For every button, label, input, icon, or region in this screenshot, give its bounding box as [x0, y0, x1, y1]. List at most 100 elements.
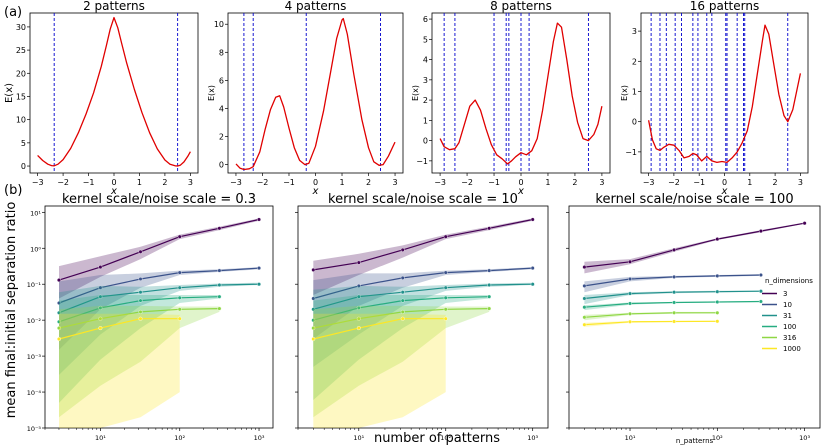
data-point-3	[715, 237, 720, 242]
x-tick-label: −3	[32, 178, 44, 187]
data-point-1000	[98, 326, 103, 331]
chart-title: kernel scale/noise scale = 0.3	[62, 192, 256, 207]
data-point-10	[177, 270, 182, 275]
x-tick-label: 2	[162, 178, 167, 187]
data-point-3	[57, 278, 62, 283]
series-line-1000	[584, 320, 718, 326]
legend-title: n_dimensions	[765, 277, 813, 285]
y-tick-label: −1	[416, 157, 428, 166]
y-tick-label: −1	[625, 148, 637, 157]
data-point-100	[98, 305, 103, 310]
y-tick-label: 2	[632, 57, 637, 66]
series-band-316	[313, 305, 490, 418]
y-tick-label: 0	[21, 162, 26, 171]
plot-frame	[568, 205, 821, 429]
data-point-3	[530, 217, 535, 222]
chart-title: 8 patterns	[490, 0, 552, 13]
data-point-316	[356, 316, 361, 321]
data-point-1000	[311, 337, 316, 342]
shared-xlabel: number of patterns	[374, 431, 500, 446]
x-tick-label: 1	[339, 178, 344, 187]
x-tick-label: 10²	[174, 434, 185, 442]
data-point-10	[715, 273, 720, 278]
x-tick-label: 10¹	[353, 434, 364, 442]
data-point-316	[311, 326, 316, 331]
y-tick-label: 0	[219, 161, 224, 170]
legend-label-100: 100	[783, 323, 796, 331]
chart-a3: 8 patterns −3 −2 −1 0 1 2 3 −1 0 1 2 3 4 5 6 x E(x)	[411, 0, 611, 197]
x-axis-label: n_patterns	[676, 437, 714, 445]
series-band-3	[584, 222, 805, 274]
data-point-3	[217, 226, 222, 231]
plot-frame	[227, 12, 404, 174]
x-tick-label: −1	[693, 178, 705, 187]
x-tick-label: −1	[83, 178, 95, 187]
data-point-31	[582, 296, 587, 301]
data-point-31	[487, 283, 492, 288]
series-band-100	[59, 295, 220, 403]
legend-label-1000: 1000	[783, 345, 801, 353]
energy-curve	[647, 24, 802, 164]
legend-label-10: 10	[783, 301, 792, 309]
data-point-3	[356, 260, 361, 265]
data-point-10	[311, 296, 316, 301]
x-tick-label: 1	[545, 178, 550, 187]
data-point-1000	[582, 322, 587, 327]
data-point-316	[217, 306, 222, 311]
data-point-31	[628, 291, 633, 296]
chart-a2: 4 patterns −3 −2 −1 0 1 2 3 0 2 4 6 8 10 x E(x)	[207, 0, 404, 197]
data-point-31	[443, 285, 448, 290]
data-point-1000	[443, 316, 448, 321]
data-point-31	[217, 283, 222, 288]
y-tick-label: 2	[219, 133, 224, 142]
y-tick-label: 10¹	[30, 209, 41, 217]
data-point-3	[311, 267, 316, 272]
data-point-1000	[628, 319, 633, 324]
y-tick-label: 20	[16, 69, 26, 78]
data-point-31	[257, 282, 262, 287]
series-line-316	[584, 312, 718, 318]
data-point-316	[400, 309, 405, 314]
data-point-100	[443, 295, 448, 300]
y-tick-label: 3	[423, 76, 428, 85]
y-axis-label: E(x)	[207, 85, 216, 101]
data-point-3	[138, 249, 143, 254]
x-tick-label: 0	[111, 178, 116, 187]
data-point-10	[98, 285, 103, 290]
x-axis-label: x	[721, 186, 728, 197]
data-point-1000	[400, 316, 405, 321]
data-point-10	[400, 275, 405, 280]
data-point-100	[217, 294, 222, 299]
y-tick-label: 10⁻²	[27, 317, 42, 325]
y-tick-label: 3	[632, 27, 637, 36]
y-tick-label: 10⁰	[30, 245, 41, 253]
series-band-3	[313, 218, 533, 295]
x-tick-label: 10¹	[625, 434, 636, 442]
chart-a4: 16 patterns −3 −2 −1 0 1 2 3 −1 0 1 2 3 x E(x)	[620, 0, 809, 197]
data-point-1000	[57, 337, 62, 342]
x-tick-label: 10²	[440, 434, 451, 442]
data-point-10	[257, 266, 262, 271]
x-tick-label: 2	[572, 178, 577, 187]
x-axis-label: x	[517, 186, 524, 197]
y-tick-label: 2	[423, 96, 428, 105]
y-tick-label: 1	[423, 116, 428, 125]
y-tick-label: 10	[16, 116, 26, 125]
series-band-100	[313, 295, 490, 400]
chart-title: kernel scale/noise scale = 10	[328, 192, 518, 207]
data-point-316	[57, 326, 62, 331]
x-tick-label: 2	[773, 178, 778, 187]
data-point-1000	[715, 319, 720, 324]
series-line-3	[313, 218, 533, 271]
data-point-31	[400, 290, 405, 295]
data-point-3	[443, 234, 448, 239]
x-tick-label: −3	[434, 178, 446, 187]
data-point-100	[138, 298, 143, 303]
data-point-100	[311, 318, 316, 323]
x-tick-label: 3	[188, 178, 193, 187]
y-tick-label: 15	[16, 92, 26, 101]
plot-frame	[44, 205, 274, 429]
data-point-10	[356, 283, 361, 288]
data-point-100	[582, 305, 587, 310]
